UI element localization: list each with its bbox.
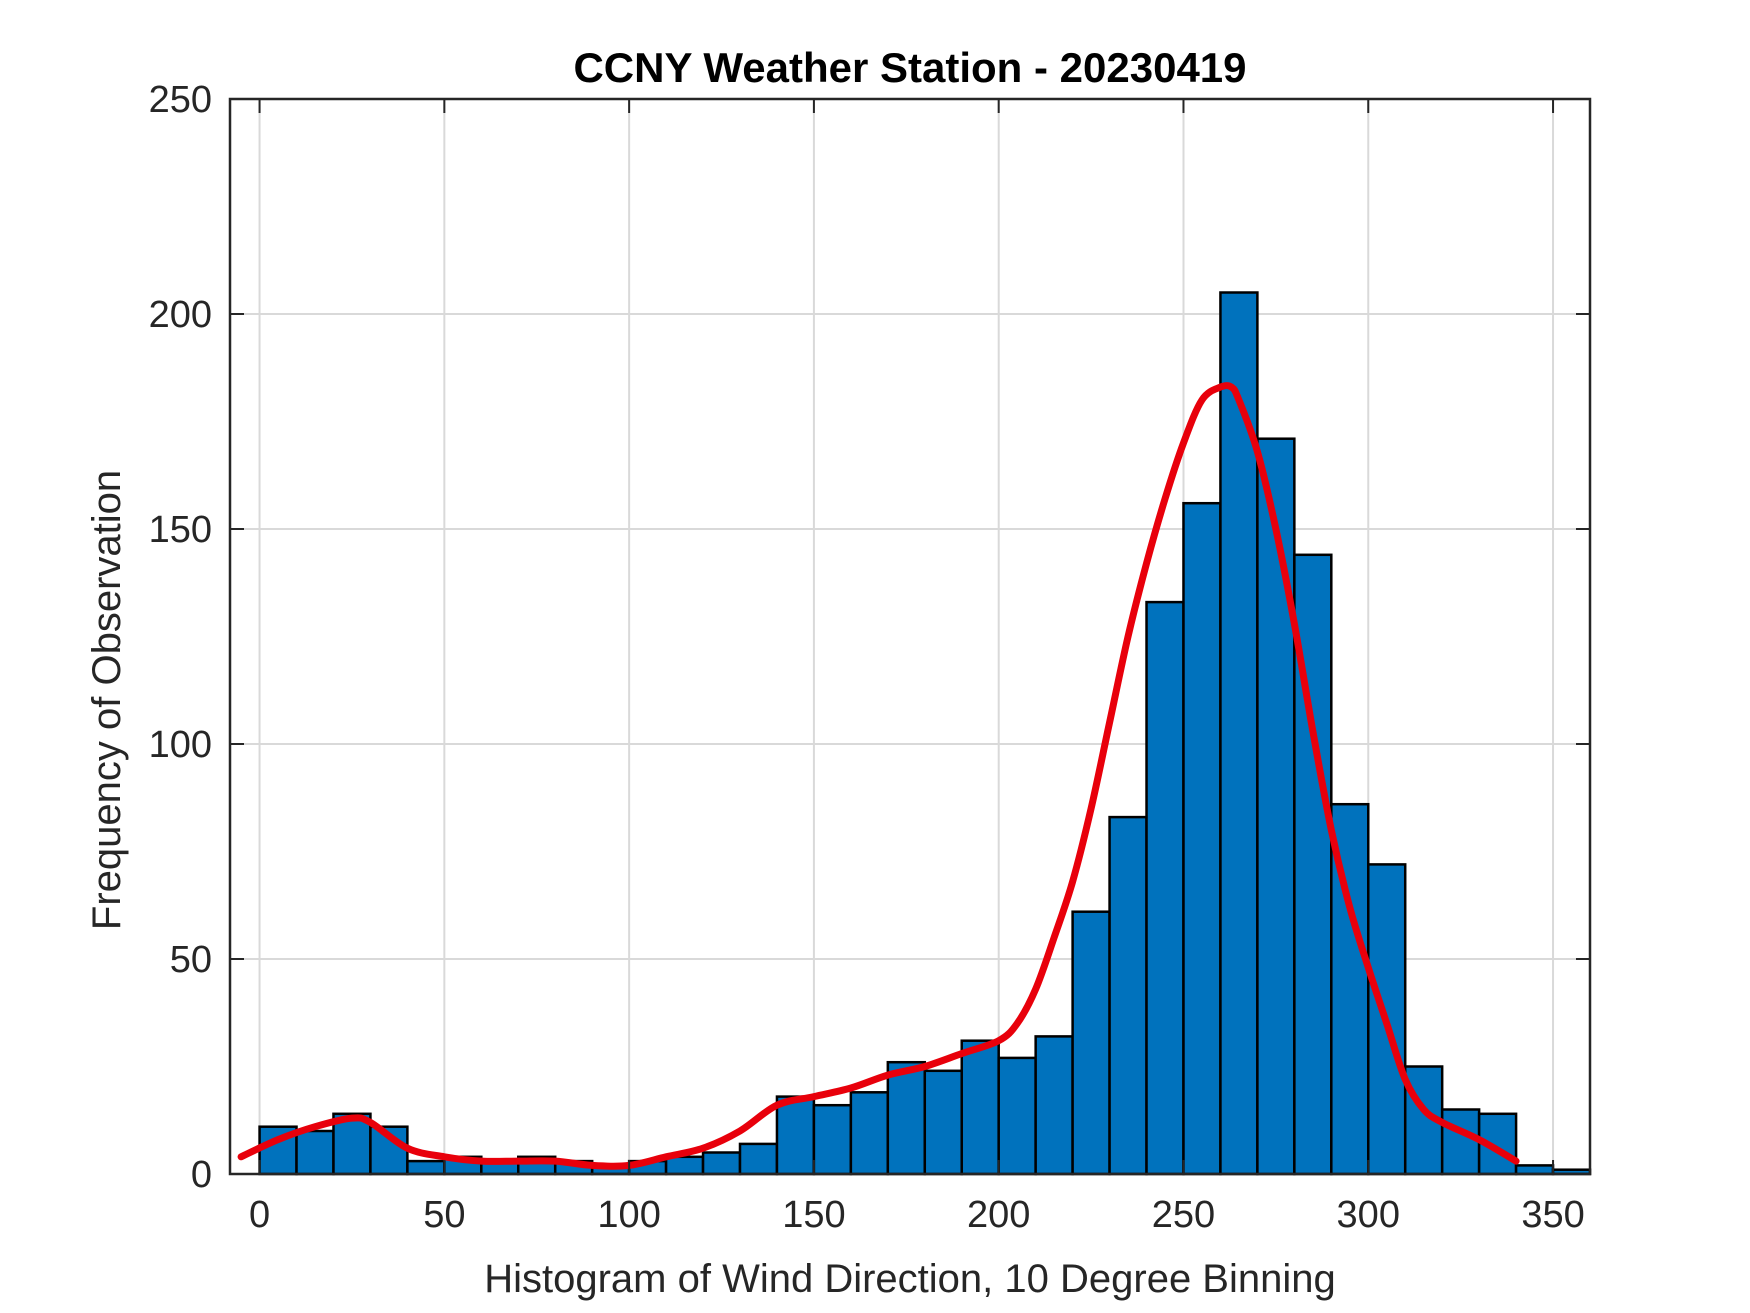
x-tick-label: 200 <box>967 1194 1030 1236</box>
y-tick-label: 250 <box>149 79 212 121</box>
histogram-bar <box>1034 1035 1074 1176</box>
histogram-bar <box>886 1060 927 1176</box>
histogram-bar <box>332 1112 372 1176</box>
y-tick-label: 150 <box>149 509 212 551</box>
histogram-bar <box>775 1095 816 1176</box>
histogram-bar <box>701 1151 742 1176</box>
histogram-bar <box>849 1091 890 1176</box>
histogram-bar <box>1071 910 1111 1176</box>
histogram-bar <box>295 1129 335 1176</box>
x-tick-label: 0 <box>249 1194 270 1236</box>
x-tick-label: 300 <box>1337 1194 1400 1236</box>
y-tick-label: 50 <box>170 939 212 981</box>
histogram-bar <box>738 1142 779 1176</box>
y-tick-label: 100 <box>149 724 212 766</box>
x-tick-label: 150 <box>782 1194 845 1236</box>
histogram-bar <box>1514 1164 1555 1176</box>
histogram-bar <box>1108 815 1148 1176</box>
histogram-bar <box>1182 501 1222 1176</box>
plot-frame <box>228 97 1592 1176</box>
x-tick-label: 50 <box>423 1194 465 1236</box>
histogram-bar <box>1145 600 1185 1176</box>
histogram-bar <box>997 1056 1037 1176</box>
x-tick-label: 100 <box>597 1194 660 1236</box>
histogram-bar <box>812 1103 853 1176</box>
histogram-bar <box>960 1039 1000 1176</box>
histogram-bar <box>664 1155 705 1176</box>
histogram-bar <box>1256 437 1296 1176</box>
x-tick-label: 250 <box>1152 1194 1215 1236</box>
histogram-bar <box>923 1069 963 1176</box>
y-axis-label: Frequency of Observation <box>85 470 129 930</box>
tick-labels: 0 50 100 150 200 250 300 350 0 50 100 150 200 250 <box>149 79 1585 1236</box>
density-curve-line <box>237 381 1520 1170</box>
y-tick-label: 0 <box>191 1154 212 1196</box>
y-tick-label: 200 <box>149 294 212 336</box>
x-axis-label: Histogram of Wind Direction, 10 Degree B… <box>484 1257 1336 1301</box>
density-curve-layer <box>237 381 1520 1170</box>
histogram-bar <box>1440 1108 1481 1176</box>
chart-title: CCNY Weather Station - 20230419 <box>573 44 1246 91</box>
axes <box>228 97 1592 1176</box>
x-tick-label: 350 <box>1521 1194 1584 1236</box>
histogram-bar <box>406 1159 446 1176</box>
